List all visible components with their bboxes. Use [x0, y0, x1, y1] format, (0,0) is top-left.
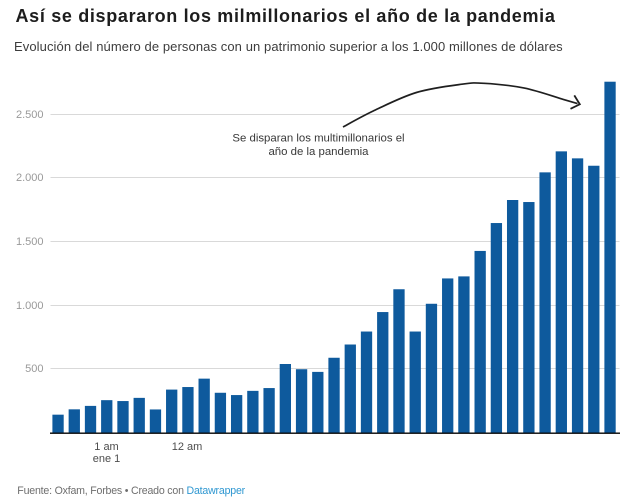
svg-text:2.000: 2.000	[16, 172, 44, 184]
svg-text:Así se dispararon los milmillo: Así se dispararon los milmillonarios el …	[16, 6, 556, 26]
svg-text:Fuente: Oxfam, Forbes • Creado: Fuente: Oxfam, Forbes • Creado con Dataw…	[17, 485, 245, 497]
svg-text:12 am: 12 am	[172, 441, 203, 453]
svg-text:500: 500	[25, 363, 43, 375]
svg-text:1 am: 1 am	[94, 441, 118, 453]
svg-text:1.500: 1.500	[16, 236, 44, 248]
svg-text:ene 1: ene 1	[93, 453, 121, 465]
svg-text:año de la pandemia: año de la pandemia	[268, 146, 369, 158]
svg-text:2.500: 2.500	[16, 109, 44, 121]
svg-text:Evolución del número de person: Evolución del número de personas con un …	[14, 39, 563, 54]
svg-text:1.000: 1.000	[16, 300, 44, 312]
svg-text:Se disparan los multimillonari: Se disparan los multimillonarios el	[232, 133, 404, 145]
